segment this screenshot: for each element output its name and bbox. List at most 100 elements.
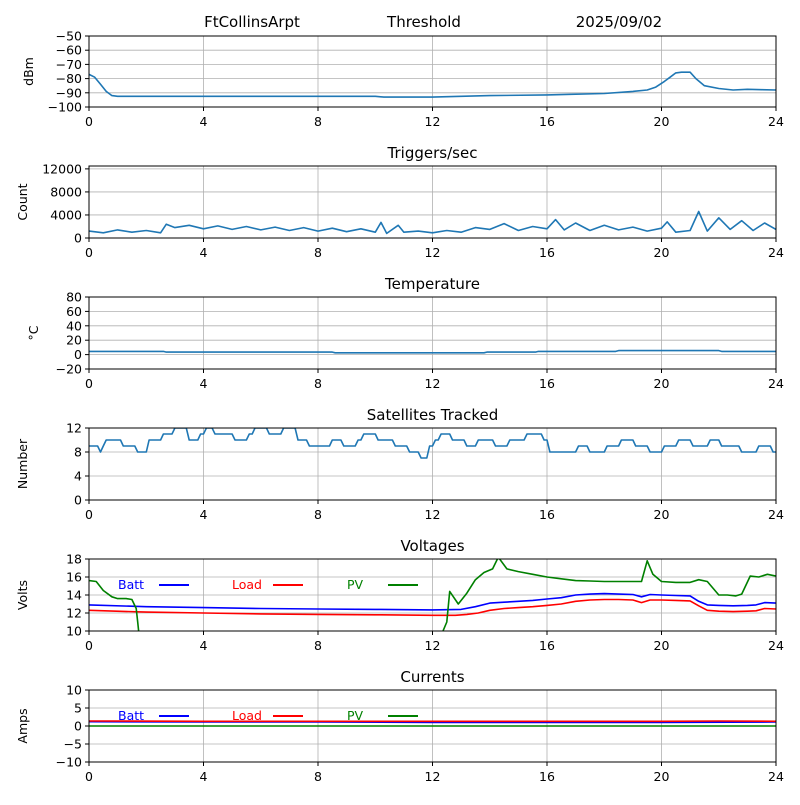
y-tick-label: 4 — [74, 469, 82, 484]
y-tick-label: 12 — [66, 421, 82, 436]
y-tick-label: −70 — [56, 57, 82, 72]
y-tick-label: 16 — [66, 570, 82, 585]
x-tick-label: 0 — [85, 376, 93, 391]
y-axis-label: Number — [15, 438, 30, 489]
x-tick-label: 4 — [200, 376, 208, 391]
legend-label: Batt — [118, 577, 144, 592]
y-tick-label: 0 — [74, 347, 82, 362]
panel-currents: Batt Load PV 0 4 8 12 16 20 24 −10 −5 0 5 10 Amps Curren… — [15, 668, 784, 784]
y-tick-label: 20 — [66, 333, 82, 348]
x-tick-label: 0 — [85, 114, 93, 129]
x-tick-label: 4 — [200, 507, 208, 522]
x-tick-label: 8 — [314, 114, 322, 129]
y-tick-label: 10 — [66, 624, 82, 639]
x-tick-label: 8 — [314, 638, 322, 653]
x-tick-label: 16 — [539, 638, 555, 653]
y-tick-label: 8000 — [50, 184, 82, 199]
legend-label: Load — [232, 577, 262, 592]
date-title: 2025/09/02 — [576, 13, 662, 31]
y-tick-label: 40 — [66, 318, 82, 333]
y-tick-label: 60 — [66, 304, 82, 319]
x-tick-label: 24 — [768, 114, 784, 129]
x-tick-label: 16 — [539, 769, 555, 784]
y-axis-label: dBm — [21, 57, 36, 86]
y-tick-label: 0 — [74, 231, 82, 246]
y-axis-label: Volts — [15, 580, 30, 610]
legend-label: Load — [232, 708, 262, 723]
y-tick-label: −50 — [56, 29, 82, 44]
station-title: FtCollinsArpt — [204, 13, 300, 31]
y-tick-label: −5 — [64, 737, 82, 752]
panel-voltages: Batt Load PV 0 4 8 12 16 20 24 10 12 14 16 18 Volts Volt… — [15, 537, 784, 653]
y-tick-label: −10 — [56, 755, 82, 770]
x-tick-label: 4 — [200, 769, 208, 784]
panel-title: Currents — [400, 668, 464, 686]
panel-title: Temperature — [384, 275, 480, 293]
x-tick-label: 0 — [85, 769, 93, 784]
y-axis-label: Count — [15, 183, 30, 220]
y-tick-label: −80 — [56, 71, 82, 86]
x-tick-label: 8 — [314, 245, 322, 260]
y-tick-label: 0 — [74, 719, 82, 734]
y-tick-label: 18 — [66, 552, 82, 567]
x-tick-label: 12 — [425, 638, 441, 653]
y-tick-label: 14 — [66, 588, 82, 603]
legend-label: Batt — [118, 708, 144, 723]
x-tick-label: 4 — [200, 638, 208, 653]
x-tick-label: 20 — [654, 245, 670, 260]
x-tick-label: 16 — [539, 245, 555, 260]
x-tick-label: 8 — [314, 507, 322, 522]
x-tick-label: 12 — [425, 245, 441, 260]
x-tick-label: 24 — [768, 245, 784, 260]
x-tick-label: 24 — [768, 507, 784, 522]
mode-title: Threshold — [386, 13, 461, 31]
y-axis-label: Amps — [15, 708, 30, 743]
panel-threshold: 0 4 8 12 16 20 24 −100−90−80−70−60−50 dBm — [21, 29, 784, 130]
x-tick-label: 4 — [200, 114, 208, 129]
y-tick-label: −60 — [56, 43, 82, 58]
panel-title: Triggers/sec — [387, 144, 478, 162]
x-tick-label: 20 — [654, 769, 670, 784]
x-tick-label: 24 — [768, 376, 784, 391]
legend-label: PV — [347, 708, 364, 723]
y-axis-label: °C — [26, 325, 41, 340]
x-tick-label: 0 — [85, 245, 93, 260]
y-tick-label: −100 — [48, 100, 82, 115]
x-tick-label: 16 — [539, 507, 555, 522]
x-tick-label: 12 — [425, 769, 441, 784]
panel-title: Voltages — [400, 537, 464, 555]
y-tick-label: 12000 — [42, 161, 82, 176]
y-tick-label: 5 — [74, 701, 82, 716]
x-tick-label: 4 — [200, 245, 208, 260]
x-tick-label: 24 — [768, 638, 784, 653]
x-tick-label: 0 — [85, 638, 93, 653]
x-tick-label: 12 — [425, 376, 441, 391]
y-tick-label: 0 — [74, 493, 82, 508]
y-tick-label: −90 — [56, 85, 82, 100]
y-tick-label: 8 — [74, 445, 82, 460]
y-tick-label: −20 — [56, 362, 82, 377]
x-tick-label: 20 — [654, 507, 670, 522]
y-tick-label: 80 — [66, 290, 82, 305]
x-tick-label: 8 — [314, 769, 322, 784]
x-tick-label: 20 — [654, 376, 670, 391]
panel-title: Satellites Tracked — [367, 406, 498, 424]
x-tick-label: 12 — [425, 507, 441, 522]
x-tick-label: 8 — [314, 376, 322, 391]
x-tick-label: 16 — [539, 376, 555, 391]
x-tick-label: 12 — [425, 114, 441, 129]
y-tick-label: 12 — [66, 606, 82, 621]
x-tick-label: 24 — [768, 769, 784, 784]
y-tick-label: 10 — [66, 683, 82, 698]
panel-triggers: 0 4 8 12 16 20 24 0 4000 8000 12000 Count Triggers/s… — [15, 144, 784, 260]
legend-label: PV — [347, 577, 364, 592]
x-tick-label: 20 — [654, 114, 670, 129]
y-tick-label: 4000 — [50, 207, 82, 222]
x-tick-label: 16 — [539, 114, 555, 129]
x-tick-label: 0 — [85, 507, 93, 522]
panel-satellites: 0 4 8 12 16 20 24 0 4 8 12 Number Satellites Tracked — [15, 406, 784, 522]
x-tick-label: 20 — [654, 638, 670, 653]
